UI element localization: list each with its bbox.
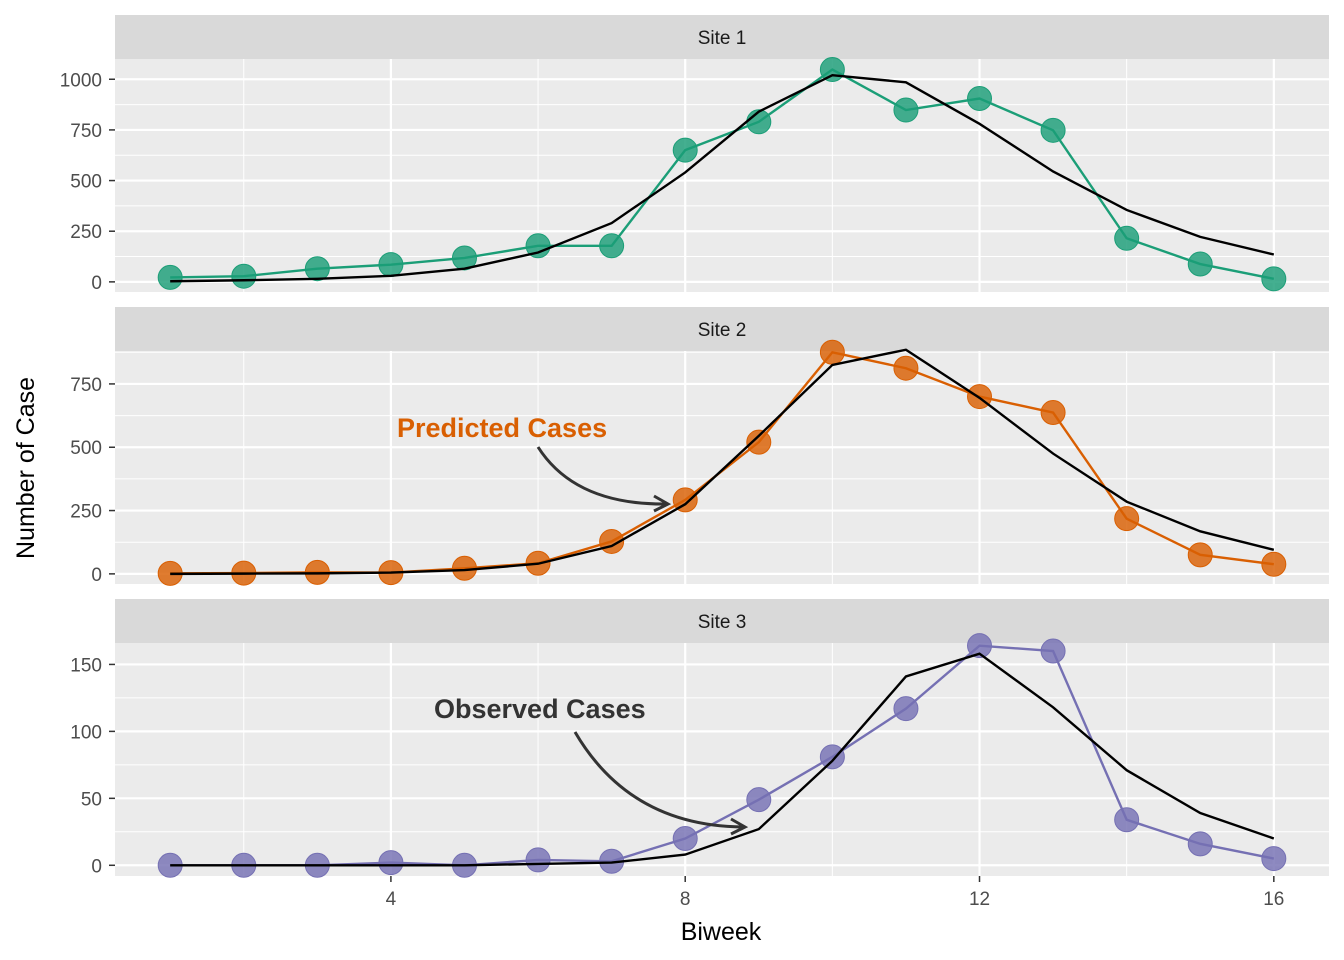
observed-point (1040, 400, 1066, 426)
observed-point (967, 633, 993, 659)
observed-point (525, 847, 551, 873)
x-tick-label: 12 (969, 889, 990, 910)
y-tick-label: 750 (70, 375, 102, 396)
panel-background (115, 59, 1329, 292)
panel-strip-label: Site 1 (698, 28, 747, 49)
x-tick-label: 8 (680, 889, 691, 910)
y-tick-label: 0 (91, 565, 102, 586)
panel-3: Site 3 0 50 100 150 (70, 599, 1329, 878)
observed-point (1261, 551, 1287, 577)
panel-2: Site 2 0 250 500 750 (70, 307, 1329, 586)
y-tick-label: 0 (91, 273, 102, 294)
observed-point (1261, 846, 1287, 872)
y-tick-label: 250 (70, 222, 102, 243)
observed-point (893, 97, 919, 123)
observed-point (819, 339, 845, 365)
observed-point (157, 264, 183, 290)
x-tick-label: 4 (386, 889, 397, 910)
observed-point (1261, 266, 1287, 292)
observed-point (304, 256, 330, 282)
y-tick-label: 50 (81, 789, 102, 810)
observed-point (746, 787, 772, 813)
observed-point (819, 744, 845, 770)
panel-1: Site 1 0 250 500 750 1000 (60, 15, 1329, 294)
annotation-observed-cases: Observed Cases (434, 694, 646, 724)
panel-strip (115, 307, 1329, 351)
observed-point (231, 263, 257, 289)
observed-point (672, 487, 698, 513)
x-axis-title: Biweek (681, 918, 762, 946)
observed-point (1040, 117, 1066, 143)
annotation-observed-arrowhead (730, 817, 749, 836)
y-tick-label: 100 (70, 722, 102, 743)
y-tick-label: 0 (91, 856, 102, 877)
x-tick-label: 16 (1263, 889, 1284, 910)
y-tick-label: 750 (70, 121, 102, 142)
observed-point (967, 86, 993, 112)
annotation-predicted-cases: Predicted Cases (397, 413, 607, 443)
panel-strip-label: Site 3 (698, 612, 747, 633)
observed-point (893, 355, 919, 381)
x-axis: 4 8 12 16 (386, 876, 1284, 910)
panel-strip (115, 599, 1329, 643)
y-tick-label: 150 (70, 655, 102, 676)
predicted-line (170, 652, 1275, 867)
observed-point (1114, 225, 1140, 251)
observed-point (525, 233, 551, 259)
annotation-observed-arrow (573, 731, 744, 829)
panel-strip-label: Site 2 (698, 320, 747, 341)
y-tick-label: 500 (70, 438, 102, 459)
y-tick-label: 500 (70, 172, 102, 193)
observed-point (746, 109, 772, 135)
observed-point (746, 429, 772, 455)
observed-point (1114, 807, 1140, 833)
y-tick-label: 1000 (60, 70, 102, 91)
panel-background (115, 351, 1329, 584)
observed-line (170, 644, 1275, 867)
observed-point (1187, 831, 1213, 857)
annotation-predicted-arrow (536, 446, 667, 506)
observed-point (451, 245, 477, 271)
annotations-layer: Predicted Cases Observed Cases (397, 413, 749, 836)
observed-line (170, 68, 1275, 281)
observed-point (378, 252, 404, 278)
observed-point (672, 826, 698, 852)
observed-point (1187, 542, 1213, 568)
observed-point (1114, 506, 1140, 532)
observed-point (599, 233, 625, 259)
observed-point (672, 137, 698, 163)
predicted-line (170, 73, 1275, 283)
observed-point (893, 696, 919, 722)
panel-strip (115, 15, 1329, 59)
annotation-predicted-arrowhead (653, 494, 672, 513)
observed-point (819, 57, 845, 83)
observed-point (1187, 251, 1213, 277)
y-axis-title: Number of Case (12, 377, 40, 559)
observed-point (378, 850, 404, 876)
observed-point (1040, 638, 1066, 664)
y-tick-label: 250 (70, 502, 102, 523)
predicted-line (170, 348, 1275, 576)
